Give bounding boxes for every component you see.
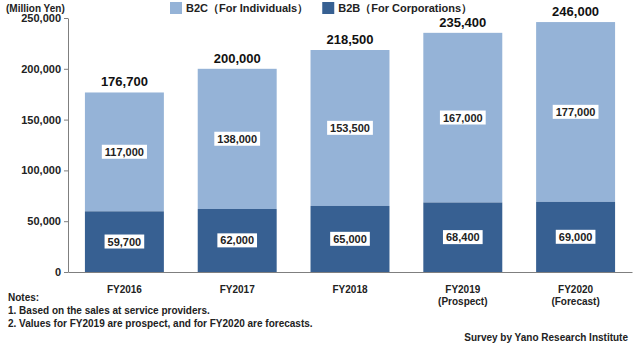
label-box <box>214 132 260 146</box>
legend-item: B2B（For Corporations） <box>322 2 472 15</box>
label-box <box>556 230 596 244</box>
bar <box>536 22 615 202</box>
tick-mark <box>64 120 68 121</box>
tick-label: 100,000 <box>21 164 61 176</box>
axis-line <box>69 272 633 273</box>
total-label: 200,000 <box>214 51 261 66</box>
total-label: 218,500 <box>327 32 374 47</box>
tick: 50,000 <box>27 215 68 227</box>
bar <box>85 211 164 272</box>
tick-label-line: FY2018 <box>332 284 367 295</box>
tick-mark <box>64 69 68 70</box>
data-label-group: 167,000 <box>440 111 486 125</box>
tick: FY2016 <box>107 284 142 295</box>
data-label-group: 153,500 <box>327 121 373 135</box>
chart: 050,000100,000150,000200,000250,000FY201… <box>0 0 637 353</box>
legend: B2C（For Individuals） B2B（For Corporations… <box>170 2 472 15</box>
bar <box>536 202 615 272</box>
bar <box>423 33 502 203</box>
bar <box>198 69 277 209</box>
tick-label-line: (Prospect) <box>438 296 487 307</box>
data-label-group: 65,000 <box>330 232 370 246</box>
label-box <box>553 105 599 119</box>
data-label: 69,000 <box>559 231 593 243</box>
data-label-group: 59,700 <box>105 235 145 249</box>
data-label: 117,000 <box>105 146 144 158</box>
label-box <box>327 121 373 135</box>
tick-label: 200,000 <box>21 63 61 75</box>
axis-title: (Million Yen) <box>6 3 65 14</box>
tick-label: FY2017 <box>220 284 255 295</box>
bar <box>423 203 502 272</box>
legend-swatch <box>322 2 334 14</box>
tick-label: 50,000 <box>27 215 61 227</box>
label-box <box>440 111 486 125</box>
note: Notes: <box>8 292 39 303</box>
bars <box>85 22 615 272</box>
tick: 200,000 <box>21 63 68 75</box>
legend-item: B2C（For Individuals） <box>170 2 308 15</box>
tick-label: FY2019(Prospect) <box>438 284 487 307</box>
data-label-group: 138,000 <box>214 132 260 146</box>
tick: FY2020(Forecast) <box>551 284 599 307</box>
tick: 0 <box>55 266 68 278</box>
tick-mark <box>64 221 68 222</box>
tick-mark <box>64 18 68 19</box>
data-label-group: 62,000 <box>217 233 257 247</box>
tick-label-line: FY2017 <box>220 284 255 295</box>
source: Survey by Yano Research Institute <box>464 332 628 343</box>
data-label: 68,400 <box>446 231 480 243</box>
tick-mark <box>64 170 68 171</box>
data-label: 167,000 <box>443 112 483 124</box>
data-label-group: 68,400 <box>443 230 483 244</box>
tick-label-line: (Forecast) <box>551 296 599 307</box>
total-label: 235,400 <box>439 15 486 30</box>
data-labels: 117,000 138,000 153,500 167,000 177,000 59,70… <box>102 105 599 249</box>
note: 1. Based on the sales at service provide… <box>8 305 210 316</box>
tick-label-line: FY2016 <box>107 284 142 295</box>
tick-label: 0 <box>55 266 61 278</box>
tick-label-line: FY2019 <box>445 284 480 295</box>
tick-label: FY2020(Forecast) <box>551 284 599 307</box>
y-axis: 050,000100,000150,000200,000250,000 <box>21 12 68 278</box>
tick: FY2017 <box>220 284 255 295</box>
tick: 100,000 <box>21 164 68 176</box>
tick-label: FY2018 <box>332 284 367 295</box>
legend-label: B2C（For Individuals） <box>186 2 308 15</box>
data-label: 153,500 <box>330 122 370 134</box>
tick-mark <box>64 272 68 273</box>
tick: FY2019(Prospect) <box>438 284 487 307</box>
note: 2. Values for FY2019 are prospect, and f… <box>8 318 313 329</box>
x-axis: FY2016 FY2017 FY2018 FY2019(Prospect) FY2020… <box>69 273 633 308</box>
notes: Notes: 1. Based on the sales at service p… <box>8 292 313 329</box>
label-box <box>330 232 370 246</box>
data-label: 59,700 <box>108 236 142 248</box>
data-label: 138,000 <box>217 133 257 145</box>
data-label-group: 69,000 <box>556 230 596 244</box>
legend-label: B2B（For Corporations） <box>338 2 472 15</box>
data-label-group: 117,000 <box>102 145 147 159</box>
total-label: 176,700 <box>101 74 148 89</box>
bar <box>198 209 277 272</box>
data-label-group: 177,000 <box>553 105 599 119</box>
bar <box>311 50 390 206</box>
total-labels: 176,700 200,000 218,500 235,400 246,000 <box>101 4 599 89</box>
tick-label: FY2016 <box>107 284 142 295</box>
data-label: 65,000 <box>333 233 367 245</box>
label-box <box>102 145 147 159</box>
tick: 150,000 <box>21 114 68 126</box>
label-box <box>105 235 145 249</box>
legend-swatch <box>170 2 182 14</box>
bar <box>85 92 164 211</box>
label-box <box>443 230 483 244</box>
tick-label: 150,000 <box>21 114 61 126</box>
total-label: 246,000 <box>552 4 599 19</box>
data-label: 177,000 <box>556 106 596 118</box>
tick: FY2018 <box>332 284 367 295</box>
axis-line <box>68 19 69 273</box>
tick-label-line: FY2020 <box>558 284 593 295</box>
data-label: 62,000 <box>220 234 254 246</box>
label-box <box>217 233 257 247</box>
bar <box>311 206 390 272</box>
